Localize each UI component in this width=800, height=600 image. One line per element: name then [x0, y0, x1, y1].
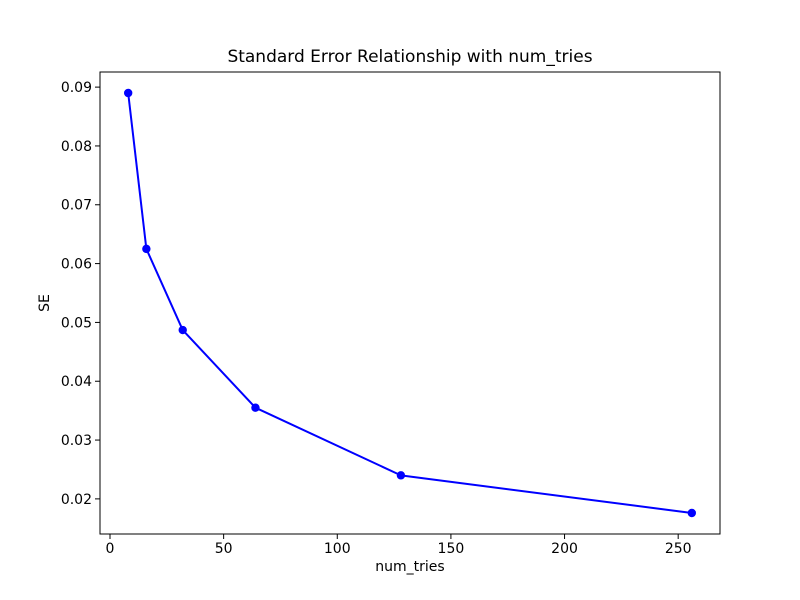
y-tick-label: 0.07	[61, 198, 92, 214]
axes-spines	[99, 71, 721, 535]
x-tick-label: 200	[551, 541, 578, 557]
chart-title: Standard Error Relationship with num_tri…	[227, 47, 593, 67]
data-point-marker	[251, 403, 260, 412]
x-tick-label: 150	[438, 541, 465, 557]
y-tick-label: 0.04	[61, 374, 92, 390]
y-tick-label: 0.08	[61, 139, 92, 155]
y-tick-label: 0.09	[61, 80, 92, 96]
x-tick-label: 250	[665, 541, 692, 557]
y-axis-label: SE	[37, 294, 53, 312]
data-point-marker	[142, 244, 151, 254]
data-point-marker	[178, 325, 187, 335]
data-point-marker	[123, 88, 133, 98]
data-point-marker	[687, 508, 697, 518]
data-point-marker	[396, 471, 406, 480]
x-tick-label: 50	[215, 541, 233, 557]
y-tick-label: 0.03	[61, 433, 92, 449]
x-tick-label: 100	[324, 541, 351, 557]
y-tick-label: 0.06	[61, 256, 92, 272]
y-tick-label: 0.05	[61, 315, 92, 331]
x-tick-label: 0	[106, 541, 115, 557]
y-tick-label: 0.02	[61, 492, 92, 508]
x-axis-label: num_tries	[375, 559, 445, 575]
data-line	[127, 92, 693, 514]
